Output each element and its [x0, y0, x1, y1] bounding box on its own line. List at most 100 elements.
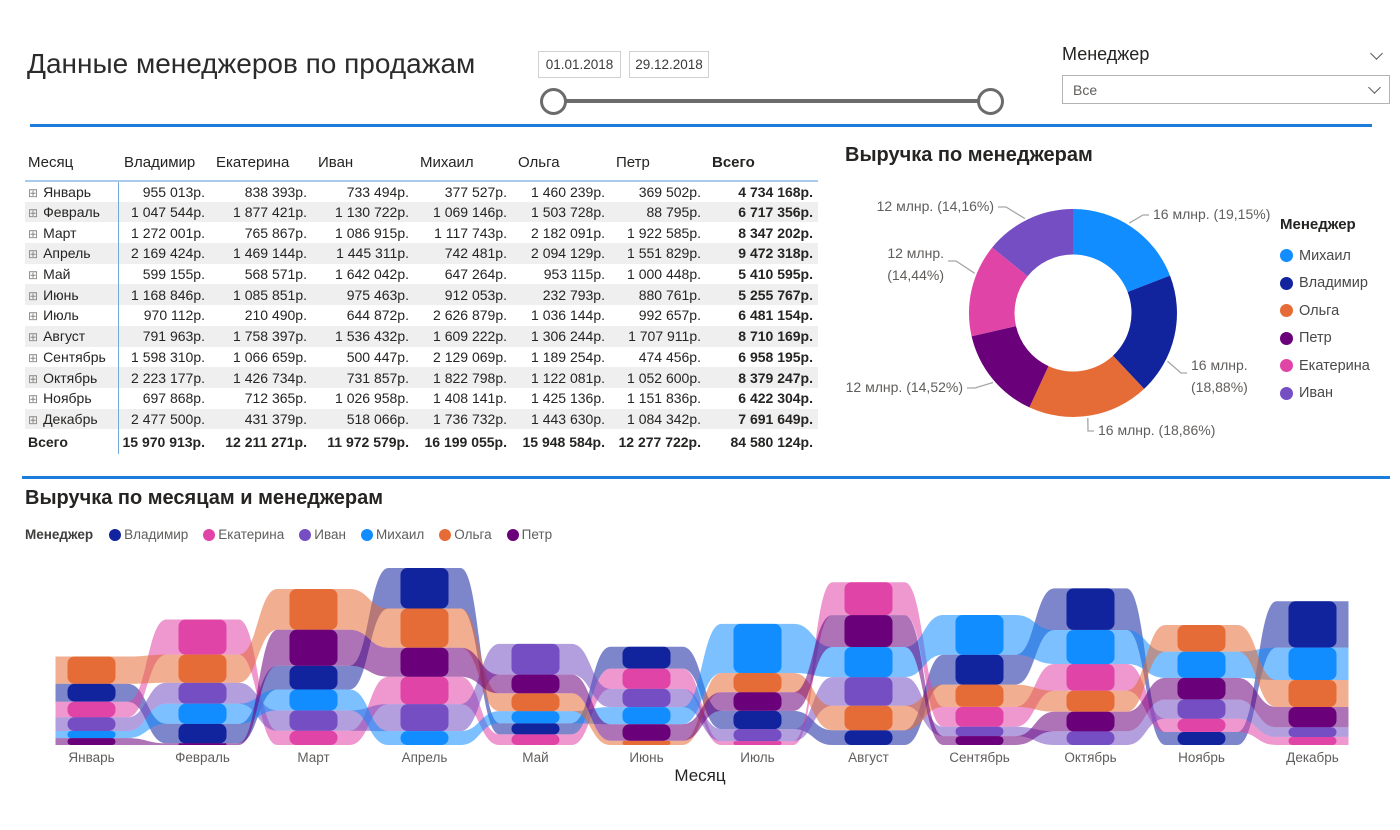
ribbon-bar-segment-Петр[interactable]: [511, 674, 560, 694]
donut-slice-Екатерина[interactable]: [968, 247, 1028, 337]
legend-item-Ольга[interactable]: Ольга: [439, 527, 492, 542]
donut-slice-Михаил[interactable]: [1073, 209, 1170, 292]
ribbon-bar-segment-Ольга[interactable]: [1177, 625, 1226, 652]
ribbon-bar-segment-Екатерина[interactable]: [511, 734, 560, 745]
legend-item-Иван[interactable]: Иван: [1280, 380, 1370, 408]
ribbon-bar-segment-Ольга[interactable]: [67, 656, 116, 684]
manager-slicer-dropdown[interactable]: Все: [1062, 75, 1390, 104]
legend-item-Михаил[interactable]: Михаил: [1280, 242, 1370, 270]
ribbon-bar-segment-Петр[interactable]: [1066, 711, 1115, 732]
ribbon-bar-segment-Михаил[interactable]: [844, 647, 893, 678]
date-range-slider-track[interactable]: [553, 99, 990, 103]
ribbon-bar-segment-Михаил[interactable]: [289, 689, 338, 711]
ribbon-bar-segment-Петр[interactable]: [844, 615, 893, 647]
expand-icon[interactable]: ⊞: [28, 268, 39, 283]
ribbon-bar-segment-Ольга[interactable]: [511, 693, 560, 712]
column-header[interactable]: Ольга: [512, 148, 610, 182]
legend-item-Ольга[interactable]: Ольга: [1280, 297, 1370, 325]
expand-icon[interactable]: ⊞: [28, 309, 39, 324]
ribbon-series-Иван[interactable]: [55, 643, 1349, 745]
date-start-box[interactable]: 01.01.2018: [538, 51, 621, 78]
ribbon-bar-segment-Екатерина[interactable]: [400, 676, 449, 705]
ribbon-bar-segment-Петр[interactable]: [1288, 707, 1337, 728]
ribbon-bar-segment-Петр[interactable]: [178, 743, 227, 745]
donut-slice-Петр[interactable]: [971, 326, 1049, 408]
expand-icon[interactable]: ⊞: [28, 392, 39, 407]
ribbon-bar-segment-Ольга[interactable]: [844, 705, 893, 731]
ribbon-bar-segment-Михаил[interactable]: [400, 731, 449, 745]
ribbon-bar-segment-Ольга[interactable]: [400, 608, 449, 648]
ribbon-bar-segment-Петр[interactable]: [1177, 677, 1226, 700]
ribbon-bar-segment-Иван[interactable]: [178, 682, 227, 704]
ribbon-bar-segment-Екатерина[interactable]: [67, 701, 116, 718]
ribbon-bar-segment-Иван[interactable]: [289, 710, 338, 731]
column-header[interactable]: Месяц: [25, 148, 118, 182]
ribbon-bar-segment-Екатерина[interactable]: [1066, 664, 1115, 691]
ribbon-bar-segment-Михаил[interactable]: [1066, 630, 1115, 665]
column-header[interactable]: Петр: [610, 148, 706, 182]
ribbon-bar-segment-Екатерина[interactable]: [955, 706, 1004, 727]
expand-icon[interactable]: ⊞: [28, 185, 39, 200]
ribbon-bar-segment-Иван[interactable]: [733, 729, 782, 742]
ribbon-bar-segment-Владимир[interactable]: [1177, 732, 1226, 745]
expand-icon[interactable]: ⊞: [28, 412, 39, 427]
expand-icon[interactable]: ⊞: [28, 350, 39, 365]
expand-icon[interactable]: ⊞: [28, 288, 39, 303]
ribbon-series-Ольга[interactable]: [55, 589, 1349, 745]
legend-item-Екатерина[interactable]: Екатерина: [203, 527, 284, 542]
ribbon-bar-segment-Михаил[interactable]: [1177, 651, 1226, 678]
ribbon-bar-segment-Иван[interactable]: [1288, 727, 1337, 737]
ribbon-bar-segment-Иван[interactable]: [1066, 731, 1115, 745]
column-header[interactable]: Владимир: [118, 148, 210, 182]
ribbon-bar-segment-Владимир[interactable]: [67, 683, 116, 702]
ribbon-bar-segment-Иван[interactable]: [622, 688, 671, 708]
ribbon-bar-segment-Екатерина[interactable]: [289, 730, 338, 745]
expand-icon[interactable]: ⊞: [28, 247, 39, 262]
ribbon-bar-segment-Иван[interactable]: [511, 643, 560, 675]
ribbon-bar-segment-Ольга[interactable]: [955, 684, 1004, 707]
column-header[interactable]: Михаил: [414, 148, 512, 182]
ribbon-bar-segment-Екатерина[interactable]: [622, 668, 671, 689]
ribbon-bar-segment-Ольга[interactable]: [289, 589, 338, 630]
ribbon-bar-segment-Ольга[interactable]: [1288, 680, 1337, 707]
column-header[interactable]: Иван: [312, 148, 414, 182]
ribbon-bar-segment-Екатерина[interactable]: [178, 619, 227, 655]
ribbon-bar-segment-Владимир[interactable]: [622, 646, 671, 669]
ribbon-bar-segment-Владимир[interactable]: [289, 665, 338, 690]
legend-item-Петр[interactable]: Петр: [506, 527, 552, 542]
ribbon-bar-segment-Петр[interactable]: [289, 629, 338, 666]
ribbon-bar-segment-Михаил[interactable]: [955, 615, 1004, 655]
ribbon-bar-segment-Ольга[interactable]: [178, 654, 227, 683]
ribbon-bar-segment-Владимир[interactable]: [1066, 588, 1115, 630]
column-header[interactable]: Екатерина: [210, 148, 312, 182]
legend-item-Владимир[interactable]: Владимир: [109, 527, 188, 542]
ribbon-bar-segment-Михаил[interactable]: [622, 707, 671, 725]
ribbon-bar-segment-Владимир[interactable]: [844, 730, 893, 745]
chevron-down-icon[interactable]: [1368, 81, 1381, 94]
date-end-box[interactable]: 29.12.2018: [629, 51, 709, 78]
ribbon-bar-segment-Иван[interactable]: [844, 677, 893, 706]
ribbon-bar-segment-Екатерина[interactable]: [1288, 736, 1337, 745]
ribbon-series-Михаил[interactable]: [55, 615, 1349, 745]
ribbon-bar-segment-Владимир[interactable]: [511, 723, 560, 735]
ribbon-bar-segment-Владимир[interactable]: [400, 568, 449, 609]
ribbon-bar-segment-Петр[interactable]: [67, 738, 116, 745]
ribbon-bar-segment-Петр[interactable]: [622, 724, 671, 741]
chevron-down-icon[interactable]: [1370, 47, 1383, 60]
ribbon-bar-segment-Владимир[interactable]: [733, 710, 782, 729]
ribbon-bar-segment-Екатерина[interactable]: [733, 741, 782, 745]
legend-item-Михаил[interactable]: Михаил: [360, 527, 424, 542]
donut-slice-Владимир[interactable]: [1113, 275, 1177, 389]
ribbon-bar-segment-Владимир[interactable]: [1288, 601, 1337, 648]
ribbon-bar-segment-Иван[interactable]: [400, 704, 449, 732]
ribbon-bar-segment-Иван[interactable]: [67, 717, 116, 731]
legend-item-Иван[interactable]: Иван: [299, 527, 346, 542]
date-range-slider-handle-left[interactable]: [539, 88, 567, 115]
ribbon-bar-segment-Иван[interactable]: [1177, 699, 1226, 719]
ribbon-bar-segment-Владимир[interactable]: [178, 723, 227, 744]
ribbon-bar-segment-Екатерина[interactable]: [844, 582, 893, 616]
date-range-slider-handle-right[interactable]: [976, 88, 1004, 115]
legend-item-Владимир[interactable]: Владимир: [1280, 270, 1370, 298]
legend-item-Екатерина[interactable]: Екатерина: [1280, 352, 1370, 380]
ribbon-bar-segment-Петр[interactable]: [400, 647, 449, 677]
